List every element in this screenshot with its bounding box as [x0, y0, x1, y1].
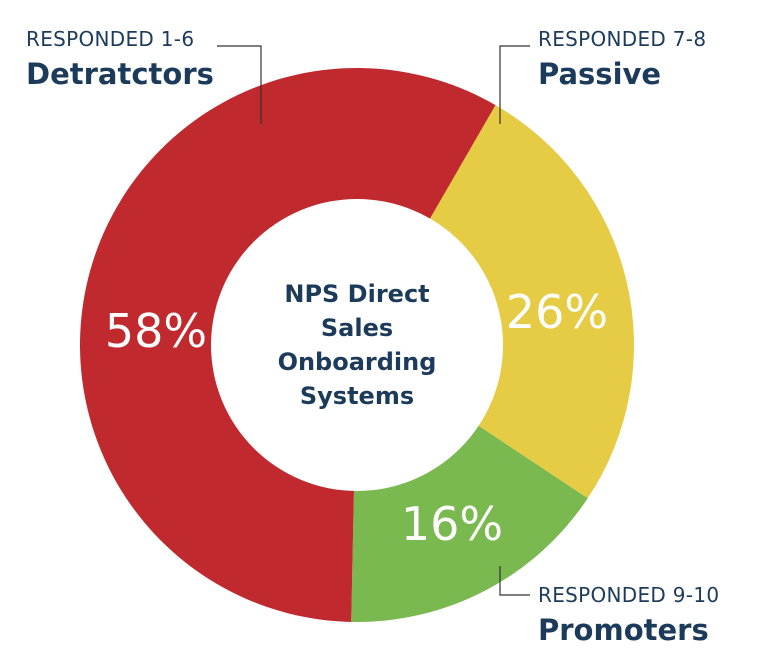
value-label-passive: 26% [506, 285, 608, 339]
leader-line-detractors [217, 45, 262, 124]
legend-detractors: RESPONDED 1-6 Detratctors [26, 27, 214, 91]
category-label-promoters: Promoters [538, 613, 709, 647]
legend-promoters: RESPONDED 9-10 Promoters [538, 583, 719, 647]
center-title-line: NPS Direct [284, 280, 429, 308]
center-title-line: Onboarding [278, 348, 437, 376]
center-title-line: Sales [321, 314, 393, 342]
range-label-passive: RESPONDED 7-8 [538, 27, 706, 51]
leader-line-promoters [499, 566, 530, 596]
leader-line-passive [499, 45, 530, 124]
donut-hole [211, 199, 503, 491]
range-label-promoters: RESPONDED 9-10 [538, 583, 719, 607]
range-label-detractors: RESPONDED 1-6 [26, 27, 194, 51]
value-label-detractors: 58% [105, 304, 207, 358]
center-title: NPS Direct Sales Onboarding Systems [278, 280, 437, 410]
legend-passive: RESPONDED 7-8 Passive [538, 27, 706, 91]
center-title-line: Systems [300, 382, 414, 410]
category-label-detractors: Detratctors [26, 57, 214, 91]
category-label-passive: Passive [538, 57, 661, 91]
value-label-promoters: 16% [401, 497, 503, 551]
